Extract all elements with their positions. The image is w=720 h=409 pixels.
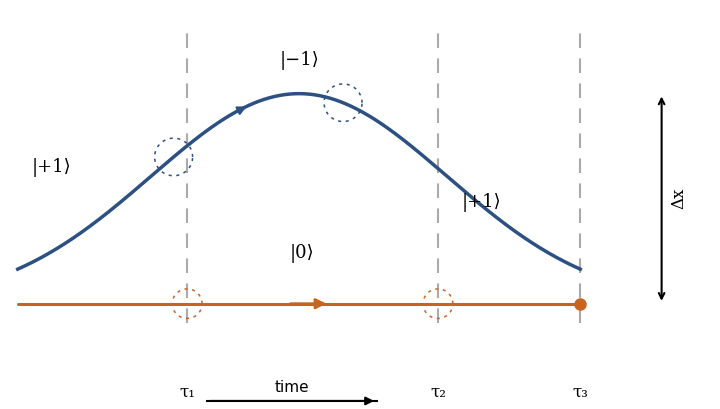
Text: |0⟩: |0⟩	[290, 244, 315, 263]
Text: τ₂: τ₂	[430, 384, 446, 401]
Text: |−1⟩: |−1⟩	[279, 51, 319, 70]
Text: τ₃: τ₃	[572, 384, 588, 401]
Text: |+1⟩: |+1⟩	[462, 193, 501, 212]
Text: τ₁: τ₁	[179, 384, 195, 401]
Text: |+1⟩: |+1⟩	[31, 158, 71, 177]
Text: Δx: Δx	[670, 188, 687, 209]
Text: time: time	[275, 380, 310, 395]
